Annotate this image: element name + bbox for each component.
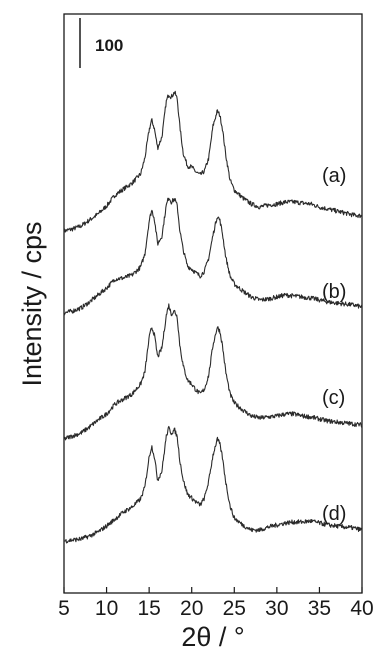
series-label-3: (c) [322,387,345,409]
y-axis-title: Intensity / cps [17,221,47,386]
x-tick-label: 30 [265,597,288,620]
x-tick-label: 35 [308,597,331,620]
series-labels: (a) (b) (c) (d) [322,165,346,525]
scale-bar-label: 100 [95,36,123,55]
x-tick-label: 10 [95,597,118,620]
series-traces [63,90,363,544]
x-tick-label: 25 [223,597,246,620]
x-tick-label: 15 [137,597,160,620]
x-axis-title: 2θ / ° [181,622,244,652]
series-line-3 [63,303,363,441]
scale-bar: 100 [79,18,123,68]
x-tick-label: 5 [58,597,70,620]
series-line-1 [63,90,363,234]
series-label-2: (b) [322,281,346,303]
plot-frame [63,13,363,594]
x-tick-label: 40 [350,597,373,620]
series-label-1: (a) [322,165,346,187]
series-line-4 [63,425,363,544]
series-label-4: (d) [322,503,346,525]
series-line-2 [63,197,363,316]
x-tick-label: 20 [180,597,203,620]
x-axis-ticks: 5 10 15 20 25 30 35 40 [58,587,374,620]
